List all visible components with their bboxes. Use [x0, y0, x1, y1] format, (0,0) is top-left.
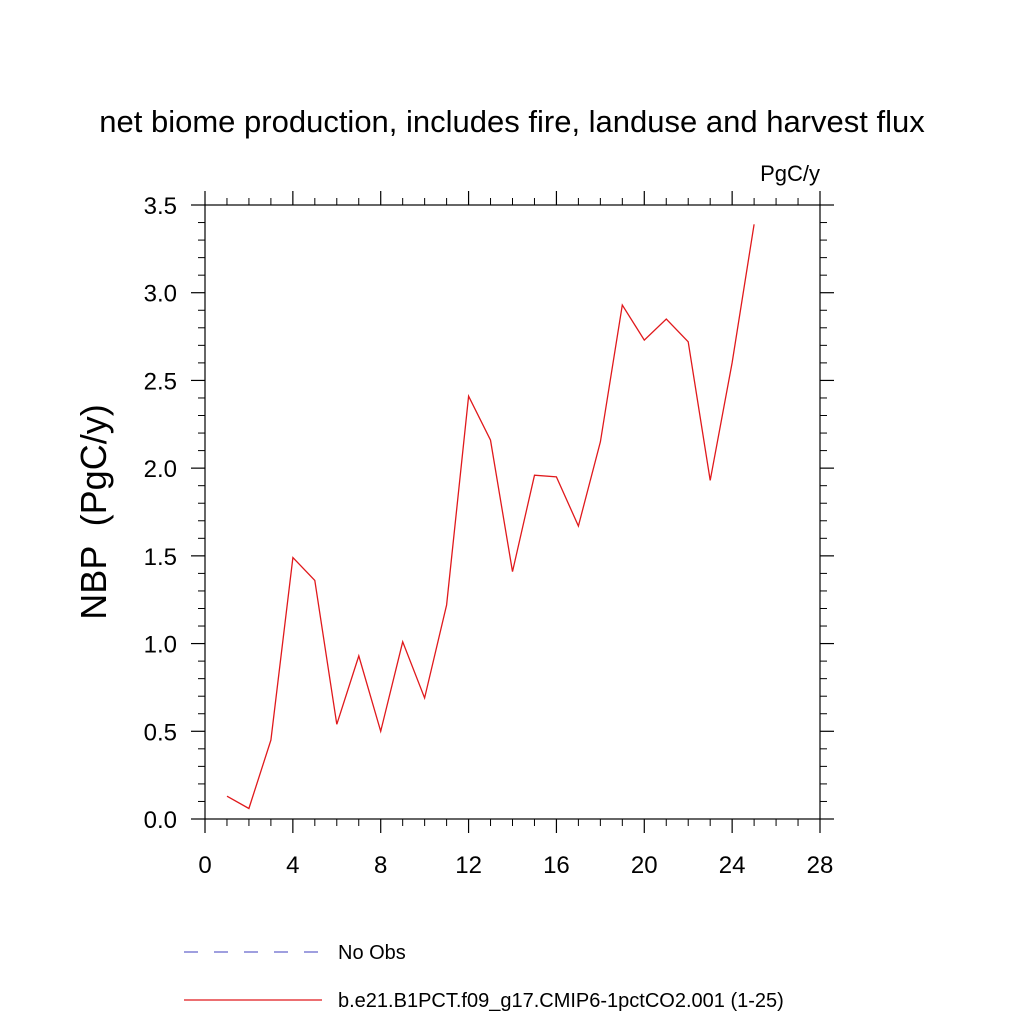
- y-tick-label: 3.0: [144, 281, 177, 308]
- series-layer: [226, 224, 755, 810]
- x-tick-label: 8: [374, 852, 387, 879]
- legend-label: b.e21.B1PCT.f09_g17.CMIP6-1pctCO2.001 (1…: [338, 990, 784, 1012]
- y-tick-label: 1.0: [144, 632, 177, 659]
- plot-frame: [204, 204, 821, 820]
- y-tick-label: 2.0: [144, 456, 177, 483]
- x-tick-label: 0: [198, 852, 211, 879]
- chart-title: net biome production, includes fire, lan…: [99, 104, 925, 139]
- series-line: [226, 224, 755, 810]
- x-tick-label: 24: [719, 852, 746, 879]
- y-tick-label: 2.5: [144, 368, 177, 395]
- x-tick-label: 12: [455, 852, 482, 879]
- y-tick-label: 1.5: [144, 544, 177, 571]
- legend-label: No Obs: [338, 942, 406, 964]
- x-tick-label: 4: [286, 852, 299, 879]
- y-axis-label: NBP (PgC/y): [73, 404, 114, 619]
- x-tick-label: 20: [631, 852, 658, 879]
- axis-tick-labels: 0 4 8 12 16 20 24 28 0.0 0.5 1.0 1.5 2.0 2.5 3.0 3.5: [144, 193, 834, 879]
- legend: No Obs b.e21.B1PCT.f09_g17.CMIP6-1pctCO2.…: [184, 942, 784, 1012]
- y-tick-label: 3.5: [144, 193, 177, 220]
- y-tick-label: 0.5: [144, 719, 177, 746]
- y-tick-label: 0.0: [144, 807, 177, 834]
- axis-ticks: [191, 191, 834, 833]
- x-tick-label: 28: [807, 852, 834, 879]
- units-label: PgC/y: [760, 161, 820, 186]
- x-tick-label: 16: [543, 852, 570, 879]
